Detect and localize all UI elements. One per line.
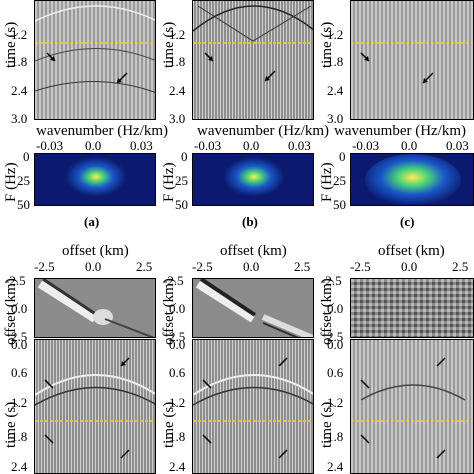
panel-label-a: (a) <box>84 214 100 229</box>
wn-tick-c2: 0.0 <box>401 138 418 153</box>
bt-tick-f2: 0.6 <box>327 365 344 380</box>
freq-tick-b2: 25 <box>175 173 188 188</box>
wn-tick-b2: 0.0 <box>243 138 260 153</box>
bt-tick-e1: 0.0 <box>169 337 186 352</box>
gather-d-image <box>35 340 155 473</box>
freq-tick-b1: 0 <box>181 149 188 164</box>
wavenumber-label-b: wavenumber (Hz/km) <box>197 123 330 139</box>
spectrum-c-image <box>351 154 473 205</box>
time-tick-3: 2.4 <box>11 83 28 98</box>
freq-tick-c2: 25 <box>333 173 346 188</box>
spectrum-panel-b <box>192 153 314 206</box>
freq-tick-a2: 25 <box>17 173 30 188</box>
od-tick-e2: 0.0 <box>169 301 186 316</box>
freq-tick-c3: 50 <box>333 197 346 212</box>
time-tick-b2: 1.8 <box>169 54 186 69</box>
offset-d-image <box>35 279 155 337</box>
off-tick-f1: -2.5 <box>350 259 371 274</box>
time-tick-1: 1.2 <box>11 27 28 42</box>
bt-tick-d3: 1.2 <box>11 395 28 410</box>
wavenumber-label-a: wavenumber (Hz/km) <box>36 123 169 139</box>
gather-panel-a <box>34 0 156 120</box>
wavenumber-label-c: wavenumber (Hz/km) <box>334 123 467 139</box>
spectrum-b-image <box>193 154 313 205</box>
gather-b-image <box>193 1 313 119</box>
time-tick-c4: 3.0 <box>327 111 344 126</box>
od-tick-d2: 0.0 <box>11 301 28 316</box>
od-tick-d1: -2.5 <box>5 273 26 288</box>
spectrum-a-image <box>35 154 155 205</box>
od-tick-f2: 0.0 <box>327 301 344 316</box>
gather-panel-e <box>192 339 314 474</box>
wn-tick-b1: -0.03 <box>194 138 222 153</box>
bt-tick-d4: 1.8 <box>11 429 28 444</box>
off-tick-e1: -2.5 <box>192 259 213 274</box>
off-tick-f2: 0.0 <box>401 259 418 274</box>
wn-tick-a1: -0.03 <box>36 138 64 153</box>
wn-tick-b3: 0.03 <box>288 138 311 153</box>
freq-tick-a3: 50 <box>17 197 30 212</box>
offset-label-e: offset (km) <box>220 243 287 259</box>
wn-tick-c3: 0.03 <box>446 138 469 153</box>
wn-tick-a2: 0.0 <box>85 138 102 153</box>
offset-label-d: offset (km) <box>62 243 129 259</box>
gather-panel-b <box>192 0 314 120</box>
bt-tick-f4: 1.8 <box>327 429 344 444</box>
od-tick-e1: -2.5 <box>163 273 184 288</box>
od-tick-f3: 2.5 <box>327 329 344 344</box>
bt-tick-f3: 1.2 <box>327 395 344 410</box>
gather-a-image <box>35 1 155 119</box>
time-tick-c1: 1.2 <box>327 27 344 42</box>
offset-e-image <box>193 279 313 337</box>
gather-c-image <box>351 1 473 119</box>
bt-tick-e3: 1.2 <box>169 395 186 410</box>
time-tick-c2: 1.8 <box>327 54 344 69</box>
offset-panel-d <box>34 278 156 338</box>
off-tick-d3: 2.5 <box>136 259 153 274</box>
off-tick-d1: -2.5 <box>34 259 55 274</box>
panel-label-c: (c) <box>400 214 415 229</box>
bt-tick-d2: 0.6 <box>11 365 28 380</box>
time-tick-b4: 3.0 <box>169 111 186 126</box>
off-tick-f3: 2.5 <box>452 259 469 274</box>
freq-tick-c1: 0 <box>339 149 346 164</box>
panel-label-b: (b) <box>242 214 258 229</box>
offset-label-f: offset (km) <box>378 243 445 259</box>
gather-e-image <box>193 340 313 473</box>
wn-tick-c1: -0.03 <box>352 138 380 153</box>
time-tick-2: 1.8 <box>11 54 28 69</box>
offset-panel-e <box>192 278 314 338</box>
off-tick-e2: 0.0 <box>243 259 260 274</box>
spectrum-panel-a <box>34 153 156 206</box>
od-tick-d3: 2.5 <box>11 329 28 344</box>
time-tick-4: 3.0 <box>11 111 28 126</box>
bt-tick-e5: 2.4 <box>169 459 186 474</box>
wn-tick-a3: 0.03 <box>130 138 153 153</box>
time-tick-b1: 1.2 <box>169 27 186 42</box>
time-tick-c3: 2.4 <box>327 83 344 98</box>
gather-panel-d <box>34 339 156 474</box>
offset-f-image <box>351 279 473 337</box>
offset-panel-f <box>350 278 474 338</box>
off-tick-e3: 2.5 <box>294 259 311 274</box>
bt-tick-f1: 0.0 <box>327 337 344 352</box>
bt-tick-d5: 2.4 <box>11 459 28 474</box>
bt-tick-e2: 0.6 <box>169 365 186 380</box>
gather-f-image <box>351 340 473 473</box>
off-tick-d2: 0.0 <box>85 259 102 274</box>
gather-panel-c <box>350 0 474 120</box>
od-tick-f1: -2.5 <box>321 273 342 288</box>
time-tick-b3: 2.4 <box>169 83 186 98</box>
bt-tick-d1: 0.0 <box>11 337 28 352</box>
bt-tick-e4: 1.8 <box>169 429 186 444</box>
spectrum-panel-c <box>350 153 474 206</box>
freq-tick-a1: 0 <box>23 149 30 164</box>
bt-tick-f5: 2.4 <box>327 459 344 474</box>
gather-panel-f <box>350 339 474 474</box>
freq-tick-b3: 50 <box>175 197 188 212</box>
od-tick-e3: 2.5 <box>169 329 186 344</box>
